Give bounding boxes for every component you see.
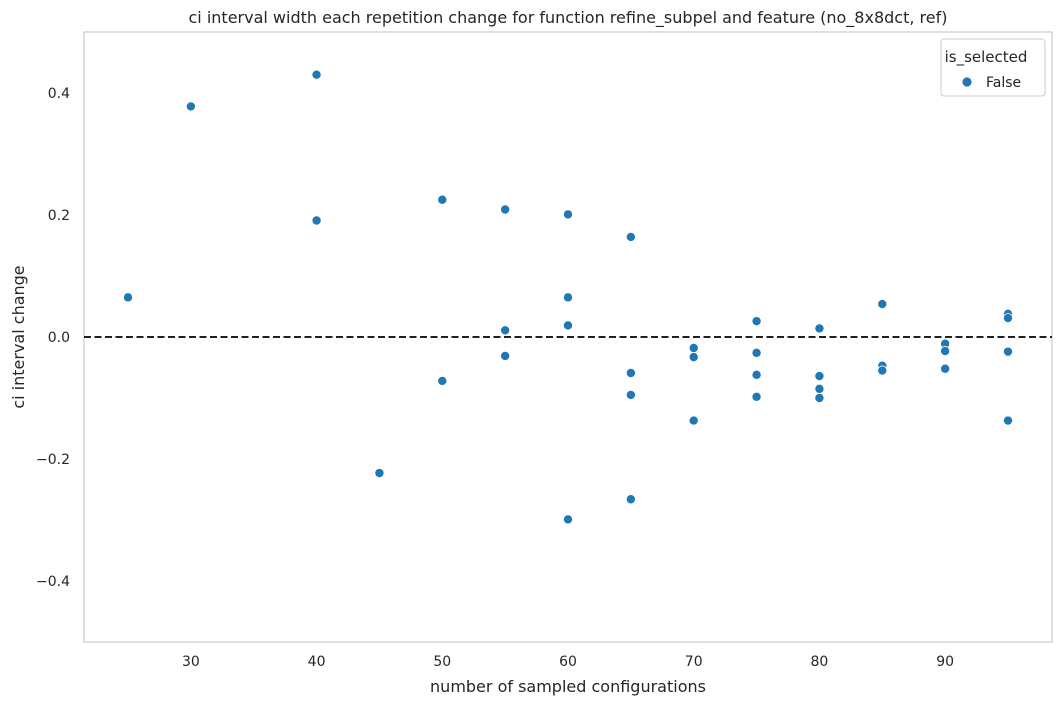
data-point [563, 292, 574, 303]
data-point [751, 347, 762, 358]
data-point [688, 415, 699, 426]
x-axis-ticks: 30 40 50 60 70 80 90 [182, 654, 954, 670]
y-tick-label: −0.2 [36, 452, 70, 468]
y-tick-label: 0.2 [48, 208, 70, 224]
data-point [751, 369, 762, 380]
data-point [1003, 313, 1014, 324]
data-point [563, 209, 574, 220]
y-axis-label: ci interval change [9, 265, 28, 408]
data-point [500, 325, 511, 336]
data-point [688, 352, 699, 363]
x-tick-label: 90 [936, 654, 954, 670]
x-axis-label: number of sampled configurations [430, 677, 706, 696]
data-point [1003, 415, 1014, 426]
x-tick-label: 40 [308, 654, 326, 670]
data-point [625, 494, 636, 505]
data-point [563, 320, 574, 331]
data-point [437, 375, 448, 386]
data-point [751, 316, 762, 327]
data-point [625, 367, 636, 378]
x-tick-label: 70 [685, 654, 703, 670]
y-tick-label: 0.0 [48, 330, 70, 346]
data-points-layer [123, 69, 1014, 525]
data-point [940, 346, 951, 357]
data-point [751, 391, 762, 402]
legend-label-false: False [986, 75, 1021, 91]
data-point [625, 389, 636, 400]
data-point [1003, 346, 1014, 357]
x-tick-label: 50 [433, 654, 451, 670]
data-point [814, 392, 825, 403]
legend-title: is_selected [945, 48, 1028, 67]
data-point [185, 101, 196, 112]
data-point [814, 371, 825, 382]
data-point [311, 215, 322, 226]
data-point [500, 204, 511, 215]
data-point [500, 350, 511, 361]
data-point [374, 468, 385, 479]
data-point [940, 363, 951, 374]
data-point [814, 323, 825, 334]
data-point [437, 194, 448, 205]
data-point [311, 69, 322, 80]
data-point [877, 299, 888, 310]
data-point [123, 292, 134, 303]
data-point [563, 514, 574, 525]
data-point [688, 342, 699, 353]
legend: is_selected False [940, 38, 1046, 97]
data-point [625, 231, 636, 242]
data-point [814, 383, 825, 394]
y-tick-label: −0.4 [36, 574, 70, 590]
y-axis-ticks: 0.4 0.2 0.0 −0.2 −0.4 [36, 86, 70, 590]
legend-marker-false [961, 76, 973, 88]
y-tick-label: 0.4 [48, 86, 70, 102]
data-point [877, 365, 888, 376]
x-tick-label: 80 [811, 654, 829, 670]
chart-title: ci interval width each repetition change… [189, 8, 948, 28]
x-tick-label: 60 [559, 654, 577, 670]
x-tick-label: 30 [182, 654, 200, 670]
